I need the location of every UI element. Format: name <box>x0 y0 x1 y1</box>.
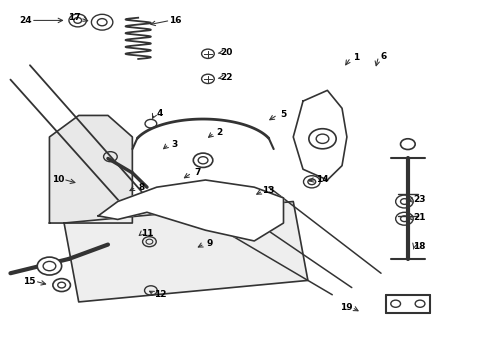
Text: 17: 17 <box>68 13 81 22</box>
Polygon shape <box>49 116 132 223</box>
Text: 23: 23 <box>412 195 425 204</box>
Text: 7: 7 <box>194 168 200 177</box>
Text: 9: 9 <box>206 239 213 248</box>
Text: 6: 6 <box>380 52 386 61</box>
Text: 5: 5 <box>279 110 285 119</box>
Text: 4: 4 <box>157 109 163 118</box>
Text: 1: 1 <box>352 53 359 62</box>
Text: 14: 14 <box>315 175 327 184</box>
Text: 11: 11 <box>141 229 153 238</box>
Text: 18: 18 <box>412 242 425 251</box>
Text: 19: 19 <box>339 303 352 312</box>
Circle shape <box>37 257 61 275</box>
Text: 20: 20 <box>220 48 232 57</box>
Text: 21: 21 <box>412 213 425 222</box>
Text: 12: 12 <box>154 289 166 298</box>
Text: 24: 24 <box>19 16 32 25</box>
Text: 8: 8 <box>138 183 144 192</box>
Text: 3: 3 <box>171 140 177 149</box>
Text: 15: 15 <box>23 276 36 285</box>
Text: 2: 2 <box>216 128 223 137</box>
Text: 22: 22 <box>220 73 232 82</box>
Text: 16: 16 <box>169 16 182 25</box>
Text: 10: 10 <box>51 175 64 184</box>
Text: 13: 13 <box>262 186 274 195</box>
Polygon shape <box>64 202 307 302</box>
Polygon shape <box>293 90 346 180</box>
Polygon shape <box>98 180 283 241</box>
